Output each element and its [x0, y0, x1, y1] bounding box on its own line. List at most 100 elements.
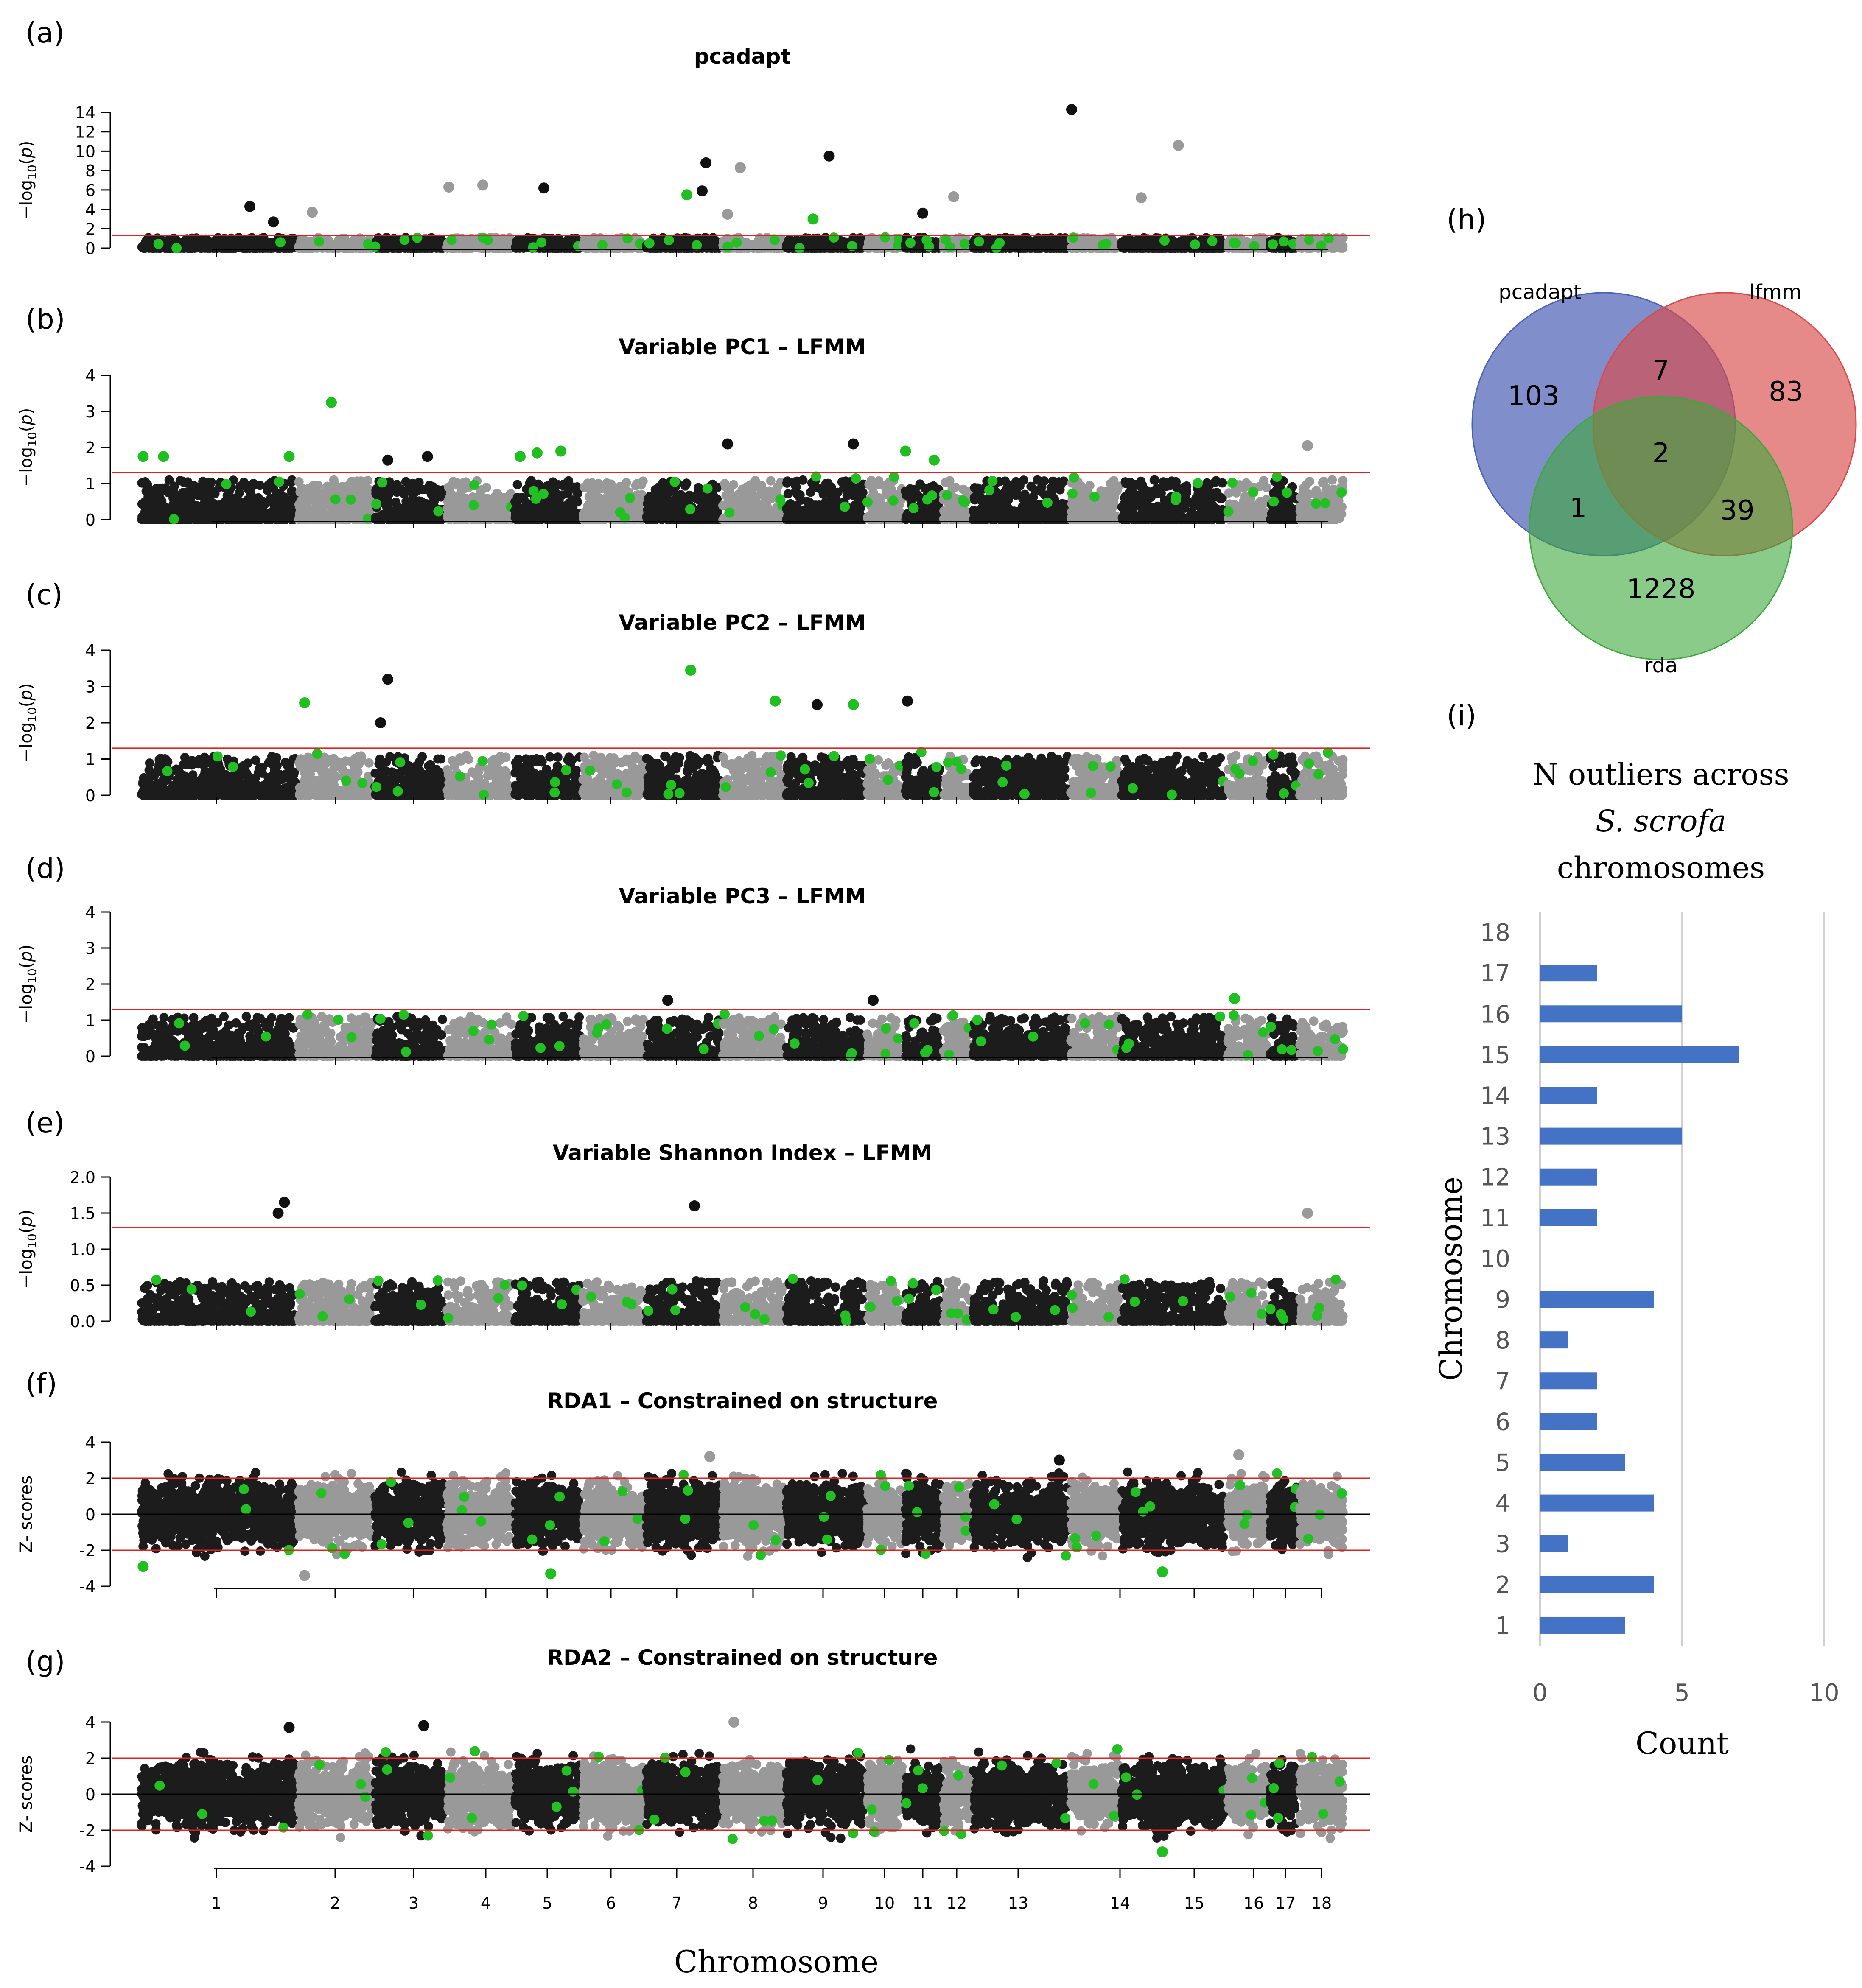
snp-highlight-point — [1136, 192, 1147, 204]
snp-point — [140, 500, 150, 509]
snp-highlight-point — [268, 216, 279, 228]
y-tick-label-a: 4 — [85, 201, 95, 219]
snp-point — [272, 509, 282, 519]
snp-point-outlier — [1304, 235, 1314, 245]
snp-point-outlier — [221, 479, 232, 489]
snp-point — [206, 514, 216, 524]
snp-point — [329, 478, 339, 487]
snp-point — [227, 238, 237, 248]
snp-point — [236, 514, 246, 524]
snp-point — [201, 478, 210, 487]
snp-point — [310, 514, 320, 524]
snp-point-outlier — [446, 235, 457, 245]
snp-point — [138, 241, 148, 251]
snp-highlight-point — [697, 185, 708, 197]
snp-point — [294, 477, 304, 487]
panel-title-b: Variable PC1 – LFMM — [619, 335, 866, 359]
snp-point — [234, 496, 244, 506]
snp-point — [189, 481, 199, 490]
snp-point — [1015, 241, 1025, 251]
y-tick-label-a: 12 — [75, 123, 95, 142]
snp-point — [710, 243, 720, 253]
snp-point-outlier — [412, 232, 423, 243]
snp-point — [137, 514, 147, 524]
snp-point — [421, 499, 431, 509]
snp-point-outlier — [945, 242, 955, 252]
snp-point — [491, 243, 501, 252]
snp-point — [309, 480, 319, 490]
snp-point — [412, 486, 422, 495]
snp-point — [580, 241, 590, 251]
y-tick-label-a: 0 — [85, 239, 95, 258]
snp-point — [392, 480, 402, 489]
snp-point-outlier — [171, 243, 182, 253]
snp-highlight-point — [735, 162, 746, 173]
snp-highlight-point — [823, 150, 835, 162]
snp-highlight-point — [700, 157, 711, 168]
snp-point-outlier — [664, 235, 674, 246]
snp-point-outlier — [1324, 233, 1334, 243]
snp-point — [549, 240, 558, 250]
snp-point — [408, 495, 417, 505]
snp-point — [397, 504, 406, 514]
snp-point-outlier — [731, 237, 742, 248]
snp-highlight-point — [917, 207, 928, 219]
snp-point — [1046, 242, 1056, 252]
y-tick-label-b: 0 — [85, 511, 95, 529]
snp-point-outlier — [1316, 240, 1327, 251]
snp-highlight-point — [807, 213, 819, 225]
snp-point — [253, 514, 263, 524]
snp-point — [339, 488, 348, 498]
snp-point-outlier — [169, 514, 179, 524]
y-tick-label-a: 6 — [85, 181, 95, 200]
snp-point — [175, 476, 185, 486]
snp-point-outlier — [478, 232, 488, 243]
snp-point-outlier — [794, 243, 805, 253]
panel-label-b: (b) — [25, 303, 65, 336]
snp-point — [385, 511, 395, 521]
snp-point — [294, 243, 304, 253]
snp-point — [266, 482, 275, 491]
snp-point — [618, 243, 627, 253]
snp-point-outlier — [991, 243, 1002, 253]
snp-point — [806, 243, 816, 252]
snp-highlight-point — [307, 207, 318, 218]
snp-point-outlier — [330, 494, 341, 505]
snp-point-outlier — [1231, 238, 1241, 249]
snp-point — [320, 491, 330, 501]
snp-point-outlier — [345, 495, 356, 505]
snp-point — [171, 497, 180, 506]
snp-point-outlier — [528, 242, 538, 253]
y-tick-label-b: 3 — [85, 403, 95, 421]
snp-highlight-point — [538, 182, 549, 194]
snp-point — [415, 243, 425, 252]
snp-point-outlier — [1268, 239, 1278, 250]
snp-point — [357, 479, 367, 489]
snp-point-outlier — [959, 239, 970, 249]
snp-point — [588, 243, 598, 252]
snp-point — [186, 504, 196, 514]
panel-title-a: pcadapt — [694, 44, 791, 69]
snp-point — [264, 496, 274, 506]
snp-point — [342, 514, 352, 524]
snp-point — [759, 243, 768, 252]
snp-point — [354, 499, 364, 509]
y-tick-label-b: 2 — [85, 439, 95, 457]
snp-point — [465, 243, 474, 253]
snp-point — [258, 242, 268, 252]
snp-highlight-point — [1173, 140, 1184, 151]
snp-point-outlier — [1098, 240, 1108, 251]
y-tick-label-a: 14 — [75, 103, 95, 122]
snp-point-outlier — [974, 236, 984, 247]
snp-point — [373, 514, 383, 524]
snp-point — [145, 486, 155, 495]
snp-point — [214, 514, 224, 524]
snp-point-outlier — [692, 240, 702, 251]
snp-highlight-point — [681, 189, 692, 201]
snp-point — [433, 487, 443, 497]
snp-point — [185, 514, 195, 524]
snp-points-b — [137, 397, 1348, 524]
snp-point — [274, 490, 284, 500]
snp-point-outlier — [1278, 236, 1289, 247]
